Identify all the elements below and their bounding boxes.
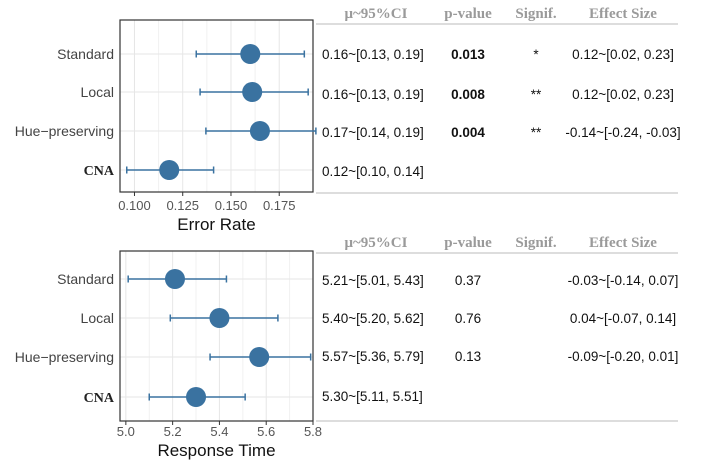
category-label: CNA [84,164,115,179]
mean-point [159,160,180,180]
table-cell: 5.21~[5.01, 5.43] [322,273,424,288]
x-tick-label: 5.6 [257,424,275,439]
table-cell: 5.30~[5.11, 5.51] [322,389,423,404]
category-label: Hue−preserving [15,349,114,365]
table-cell: 0.17~[0.14, 0.19] [322,125,424,140]
table-cell: 0.12~[0.02, 0.23] [572,47,674,62]
table-header: Signif. [515,235,557,251]
table-cell: 0.008 [451,87,485,102]
x-tick-label: 0.125 [166,198,199,213]
table-cell: -0.03~[-0.14, 0.07] [568,273,679,288]
table-header: p-value [444,235,492,251]
mean-point [240,44,261,64]
table-cell: 0.16~[0.13, 0.19] [322,87,424,102]
x-tick-label: 5.2 [164,424,182,439]
table-cell: 0.013 [451,47,485,62]
mean-point [242,82,263,102]
table-cell: 0.12~[0.02, 0.23] [572,87,674,102]
mean-point [164,269,185,289]
x-tick-label: 5.4 [210,424,228,439]
table-cell: 5.40~[5.20, 5.62] [322,311,424,326]
x-axis-title: Error Rate [177,215,255,234]
table-header: μ~95%CI [345,6,408,22]
table-cell: 5.57~[5.36, 5.79] [322,349,424,364]
mean-point [209,308,230,328]
table-cell: 0.13 [455,349,481,364]
x-tick-label: 5.8 [304,424,322,439]
table-cell: -0.09~[-0.20, 0.01] [568,349,679,364]
plot-panel-border [119,19,314,193]
x-tick-label: 0.175 [263,198,296,213]
table-cell: 0.37 [455,273,481,288]
category-label: Local [81,84,114,100]
table-header: Effect Size [589,6,657,22]
table-cell: 0.12~[0.10, 0.14] [322,164,424,179]
table-cell: ** [531,87,542,102]
mean-point [249,121,270,141]
plot-panel-border [119,250,314,422]
x-tick-label: 0.150 [215,198,248,213]
mean-point [249,347,270,367]
category-label: CNA [84,391,115,406]
table-cell: 0.16~[0.13, 0.19] [322,47,424,62]
table-cell: 0.76 [455,311,481,326]
x-axis-title: Response Time [157,441,275,460]
table-cell: -0.14~[-0.24, -0.03] [565,125,680,140]
table-cell: 0.004 [451,125,485,140]
mean-point [186,387,207,407]
category-label: Local [81,310,114,326]
table-cell: 0.04~[-0.07, 0.14] [570,311,676,326]
table-header: p-value [444,6,492,22]
table-cell: * [533,47,539,62]
table-header: μ~95%CI [345,235,408,251]
x-tick-label: 5.0 [117,424,135,439]
table-header: Effect Size [589,235,657,251]
category-label: Standard [57,271,114,287]
category-label: Hue−preserving [15,123,114,139]
table-header: Signif. [515,6,557,22]
category-label: Standard [57,46,114,62]
x-tick-label: 0.100 [118,198,151,213]
table-cell: ** [531,125,542,140]
